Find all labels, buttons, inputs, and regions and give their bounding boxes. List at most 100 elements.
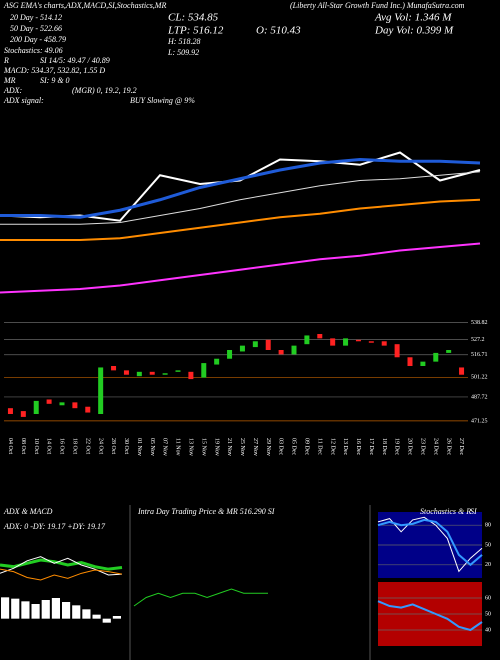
candle — [59, 402, 65, 406]
price-text: LTP: 516.12 — [167, 25, 224, 37]
candle — [304, 335, 310, 345]
x-tick-label: 24 Oct — [97, 438, 103, 454]
y-tick-label: 487.72 — [471, 394, 488, 400]
candle — [162, 373, 168, 375]
candle — [123, 370, 129, 375]
series-line — [0, 198, 481, 241]
x-tick-label: 18 Dec — [381, 438, 387, 455]
bar — [112, 616, 121, 619]
candle — [111, 366, 117, 371]
y-tick-label: 20 — [485, 562, 491, 568]
series-line — [0, 558, 123, 571]
x-tick-label: 20 Dec — [407, 438, 413, 455]
y-tick-label: 516.71 — [471, 352, 488, 358]
info-text: ADX signal: — [3, 96, 44, 105]
bar — [31, 604, 40, 619]
candle — [175, 370, 181, 372]
info-text: MR — [3, 76, 16, 85]
y-tick-label: 80 — [485, 523, 491, 529]
x-tick-label: 16 Dec — [355, 438, 361, 455]
bar — [1, 597, 10, 619]
price-text: O: 510.43 — [256, 25, 301, 37]
candle — [394, 344, 400, 358]
price-text: H: 518.28 — [167, 37, 200, 46]
candle — [72, 402, 78, 409]
info-text: SI: 9 & 0 — [40, 76, 70, 85]
candle — [407, 357, 413, 366]
x-tick-label: 18 Oct — [72, 438, 78, 454]
bar — [51, 598, 60, 619]
candle — [85, 406, 91, 413]
y-tick-label: 538.82 — [471, 320, 488, 326]
x-tick-label: 22 Oct — [84, 438, 90, 454]
x-tick-label: 12 Dec — [329, 438, 335, 455]
y-tick-label: 527.2 — [471, 337, 485, 343]
info-text: Stochastics: 49.06 — [4, 46, 63, 55]
series-line — [0, 157, 481, 219]
series-line — [0, 171, 481, 225]
candle — [343, 338, 349, 346]
panel-title: Intra Day Trading Price & MR 516.290 SI — [137, 507, 275, 516]
legend-text: 50 Day - 522.66 — [10, 24, 62, 33]
candle — [188, 371, 194, 380]
candle — [317, 334, 323, 339]
price-text: CL: 534.85 — [168, 12, 219, 24]
x-tick-label: 29 Nov — [265, 438, 271, 456]
x-tick-label: 26 Dec — [445, 438, 451, 455]
series-line — [0, 242, 481, 294]
x-tick-label: 19 Dec — [394, 438, 400, 455]
x-tick-label: 14 Oct — [46, 438, 52, 454]
info-text: ADX: — [3, 86, 23, 95]
volume-text: Day Vol: 0.399 M — [374, 25, 454, 37]
y-tick-label: 50 — [485, 542, 491, 548]
x-tick-label: 13 Nov — [188, 438, 194, 456]
candle — [227, 350, 233, 359]
price-text: L: 509.92 — [167, 48, 199, 57]
x-tick-label: 28 Oct — [110, 438, 116, 454]
panel-title: SI — [470, 507, 477, 516]
series-line — [0, 151, 481, 222]
y-tick-label: 40 — [485, 627, 491, 633]
legend-text: 20 Day - 514.12 — [10, 13, 62, 22]
series-line — [133, 588, 268, 607]
candle — [355, 339, 361, 342]
y-tick-label: 60 — [485, 595, 491, 601]
bar — [92, 614, 101, 619]
candle — [278, 350, 284, 355]
info-text: MACD: 534.37, 532.82, 1.55 D — [3, 66, 105, 75]
x-tick-label: 08 Oct — [20, 438, 26, 454]
x-tick-label: 24 Dec — [432, 438, 438, 455]
candle — [446, 350, 452, 353]
info-text: BUY Slowing @ 9% — [130, 96, 195, 105]
candle — [20, 411, 26, 417]
bar — [21, 601, 30, 619]
bar — [102, 618, 111, 623]
candle — [330, 338, 336, 346]
candle — [136, 371, 142, 377]
y-tick-label: 50 — [485, 611, 491, 617]
y-tick-label: 501.22 — [471, 375, 488, 381]
series-line — [0, 556, 123, 576]
x-tick-label: 07 Nov — [162, 438, 168, 456]
candle — [201, 363, 207, 378]
candle — [265, 339, 271, 350]
bar — [72, 605, 81, 619]
candle — [7, 408, 13, 414]
bar — [82, 609, 91, 619]
candle — [252, 341, 258, 348]
candle — [33, 400, 39, 414]
panel-title: Stochastics & R — [420, 507, 471, 516]
x-tick-label: 25 Nov — [239, 438, 245, 456]
x-tick-label: 01 Nov — [136, 438, 142, 456]
x-tick-label: 13 Dec — [342, 438, 348, 455]
series-line — [377, 600, 483, 632]
bar — [41, 600, 50, 619]
candle — [459, 367, 465, 375]
candle — [420, 361, 426, 366]
candle — [291, 345, 297, 355]
candle — [381, 341, 387, 346]
volume-text: Avg Vol: 1.346 M — [374, 12, 452, 24]
site-caption: (Liberty All-Star Growth Fund Inc.) Muna… — [290, 1, 465, 10]
chart-title: ASG EMA's charts,ADX,MACD,SI,Stochastics… — [3, 1, 166, 10]
